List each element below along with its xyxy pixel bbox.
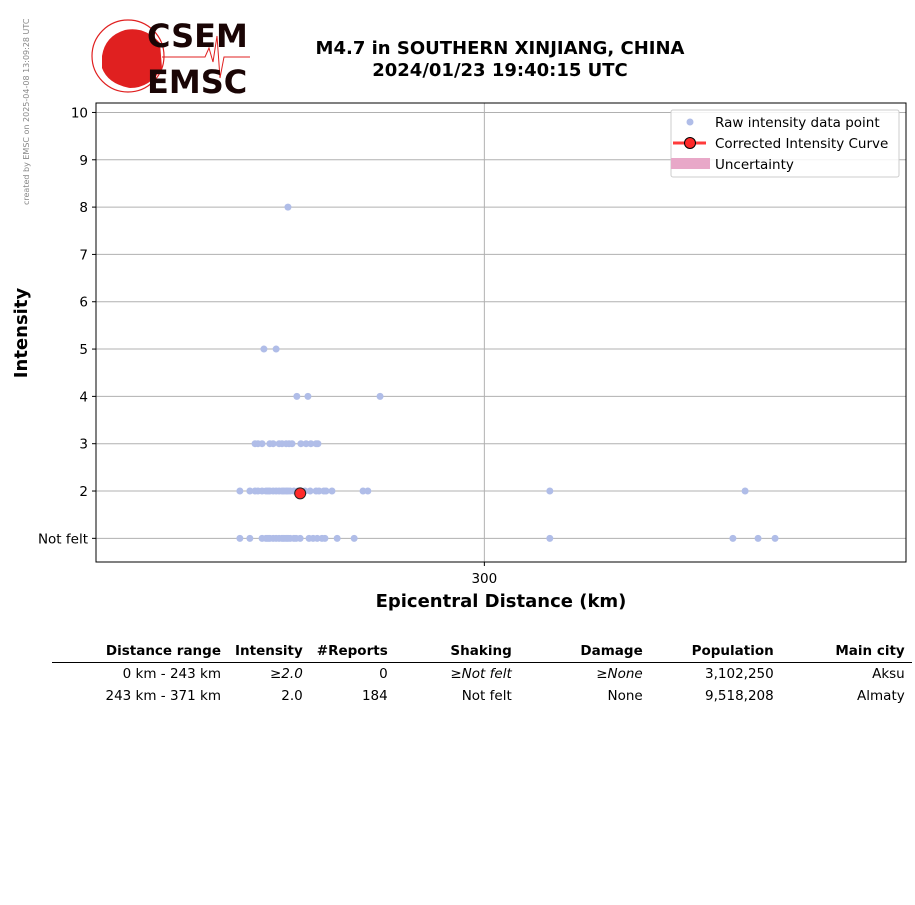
col-reports: #Reports <box>309 641 395 663</box>
title-line2: 2024/01/23 19:40:15 UTC <box>372 60 628 81</box>
raw-intensity-point <box>546 487 554 495</box>
y-tick-label: 2 <box>79 484 88 500</box>
cell-reports: 0 <box>379 666 388 682</box>
y-tick-label: 6 <box>79 295 88 311</box>
cell-damage: ≥None <box>519 663 650 686</box>
cell-damage-value: ≥None <box>596 666 643 682</box>
raw-intensity-point <box>364 487 372 495</box>
y-tick-label: 4 <box>79 389 88 405</box>
y-tick-label: 7 <box>79 247 88 263</box>
legend-raw-label: Raw intensity data point <box>715 115 880 131</box>
raw-intensity-point <box>313 534 321 542</box>
col-shaking: Shaking <box>394 641 519 663</box>
y-tick-label: 3 <box>79 437 88 453</box>
raw-intensity-point <box>307 440 315 448</box>
raw-intensity-point <box>246 487 254 495</box>
raw-intensity-point <box>359 487 367 495</box>
cell-city: Aksu <box>872 666 905 682</box>
raw-intensity-point <box>236 534 244 542</box>
svg-text:CSEM: CSEM <box>147 18 248 55</box>
cell-intensity: ≥2.0 <box>228 663 310 686</box>
x-tick-label: 300 <box>471 571 497 587</box>
raw-intensity-point <box>321 534 329 542</box>
legend-raw-marker <box>686 118 694 126</box>
cell-city: Almaty <box>857 688 905 704</box>
y-tick-label: 9 <box>79 153 88 169</box>
raw-intensity-point <box>546 534 554 542</box>
raw-intensity-point <box>376 392 384 400</box>
cell-range: 0 km - 243 km <box>122 666 221 682</box>
cell-population: 9,518,208 <box>705 688 774 704</box>
cell-shaking: Not felt <box>461 688 512 704</box>
raw-intensity-point <box>260 345 268 353</box>
raw-intensity-point <box>304 392 312 400</box>
raw-intensity-point <box>322 487 330 495</box>
cell-shaking: ≥Not felt <box>395 663 519 686</box>
raw-intensity-point <box>754 534 762 542</box>
legend-uncertainty-label: Uncertainty <box>715 157 794 173</box>
raw-intensity-point <box>306 487 314 495</box>
cell-reports: 184 <box>361 688 388 704</box>
raw-intensity-point <box>236 487 244 495</box>
col-damage: Damage <box>518 641 650 663</box>
legend-corrected-marker <box>684 137 696 149</box>
raw-intensity-point <box>350 534 358 542</box>
chart-title: M4.7 in SOUTHERN XINJIANG, CHINA 2024/01… <box>250 38 750 82</box>
raw-intensity-point <box>258 440 266 448</box>
col-intensity: Intensity <box>228 641 310 663</box>
cell-population: 3,102,250 <box>705 666 774 682</box>
raw-intensity-point <box>272 345 280 353</box>
raw-intensity-point <box>293 392 301 400</box>
raw-intensity-point <box>315 487 323 495</box>
raw-intensity-point <box>741 487 749 495</box>
cell-damage: None <box>607 688 643 704</box>
y-axis-label: Intensity <box>11 288 32 379</box>
cell-intensity-value: ≥2.0 <box>270 666 303 682</box>
y-tick-label: Not felt <box>38 531 88 547</box>
legend-uncertainty-swatch <box>671 158 710 169</box>
raw-intensity-point <box>297 440 305 448</box>
col-distance: Distance range <box>52 641 228 663</box>
col-city: Main city <box>780 641 912 663</box>
raw-intensity-point <box>328 487 336 495</box>
raw-intensity-point <box>314 440 322 448</box>
raw-intensity-point <box>288 440 296 448</box>
raw-intensity-point <box>284 203 292 211</box>
y-tick-label: 8 <box>79 200 88 216</box>
cell-intensity: 2.0 <box>281 688 303 704</box>
y-tick-label: 10 <box>71 105 88 121</box>
intensity-chart: Not felt 2 3 4 5 6 7 8 9 10 300 Epicentral Distanc… <box>11 102 907 612</box>
table-row: 0 km - 243 km ≥2.0 0 ≥Not felt ≥None 3,1… <box>52 663 912 686</box>
corrected-intensity-point <box>294 487 307 500</box>
y-tick-label: 5 <box>79 342 88 358</box>
raw-intensity-point <box>296 534 304 542</box>
legend-corrected-label: Corrected Intensity Curve <box>715 136 888 152</box>
raw-intensity-point <box>246 534 254 542</box>
emsc-logo: CSEM EMSC <box>91 18 250 98</box>
raw-intensity-point <box>771 534 779 542</box>
col-population: Population <box>649 641 781 663</box>
title-line1: M4.7 in SOUTHERN XINJIANG, CHINA <box>315 38 685 59</box>
raw-intensity-point <box>302 440 310 448</box>
raw-intensity-point <box>333 534 341 542</box>
legend: Raw intensity data point Corrected Inten… <box>670 109 900 178</box>
x-axis-label: Epicentral Distance (km) <box>376 591 627 612</box>
plot-frame <box>95 102 907 563</box>
intensity-table: Distance range Intensity #Reports Shakin… <box>52 641 912 707</box>
raw-intensity-point <box>269 440 277 448</box>
cell-shaking-value: ≥Not felt <box>450 666 512 682</box>
cell-range: 243 km - 371 km <box>105 688 221 704</box>
raw-intensity-point <box>729 534 737 542</box>
table-row: 243 km - 371 km 2.0 184 Not felt None 9,… <box>52 685 912 707</box>
svg-text:EMSC: EMSC <box>147 63 247 98</box>
